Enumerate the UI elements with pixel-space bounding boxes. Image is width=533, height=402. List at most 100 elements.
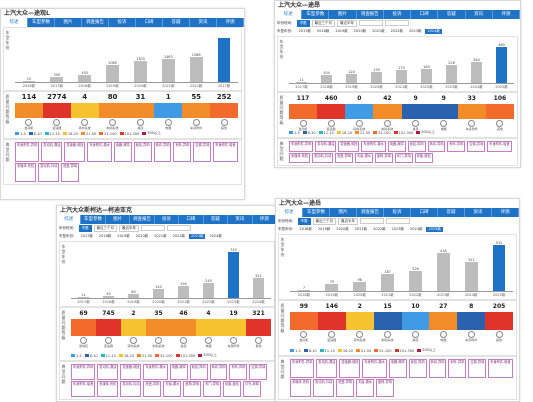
problem-tag[interactable]: 空调-异味 bbox=[468, 359, 487, 378]
problem-tag[interactable]: 车门-异响 bbox=[203, 381, 222, 397]
bar[interactable] bbox=[345, 74, 358, 83]
tab-5[interactable]: 口碑 bbox=[411, 10, 439, 19]
problem-tag[interactable]: 座椅-异响 bbox=[183, 381, 202, 397]
system-icon-item[interactable]: 制动系统 bbox=[99, 119, 127, 130]
problem-tag[interactable]: 天窗-漏水 bbox=[355, 152, 373, 163]
problem-count[interactable]: 460 bbox=[324, 95, 338, 102]
problem-tag[interactable]: 转向-异响 bbox=[209, 364, 228, 380]
system-icon-item[interactable]: 车身附件 bbox=[221, 337, 246, 348]
bar[interactable] bbox=[202, 283, 215, 298]
bar[interactable] bbox=[436, 253, 450, 291]
year-filter-option[interactable]: 2020款 bbox=[135, 233, 149, 238]
system-icon-item[interactable]: 变速器 bbox=[43, 119, 71, 130]
problem-tag[interactable]: 底盘-异响 bbox=[336, 378, 355, 397]
system-icon-item[interactable]: 车身附件 bbox=[182, 119, 210, 130]
problem-count[interactable]: 2774 bbox=[47, 93, 67, 101]
tab-6[interactable]: 答疑 bbox=[438, 208, 465, 217]
tab-7[interactable]: 资讯 bbox=[190, 18, 217, 27]
system-icon-item[interactable]: 转向系统 bbox=[121, 337, 146, 348]
tab-3[interactable]: 调查报告 bbox=[357, 208, 384, 217]
problem-tag[interactable]: 变速器-顿挫 bbox=[120, 364, 142, 380]
problem-count[interactable]: 46 bbox=[179, 310, 188, 317]
problem-tag[interactable]: 车身附件-噪音 bbox=[487, 141, 512, 152]
problem-count[interactable]: 99 bbox=[299, 303, 309, 310]
problem-tag[interactable]: 转向-异响 bbox=[153, 142, 172, 162]
year-filter-option[interactable]: 2023款 bbox=[189, 233, 206, 239]
time-filter-button[interactable]: 最近三个月 bbox=[312, 217, 336, 225]
problem-tag[interactable]: 发动机-抖动 bbox=[120, 381, 142, 397]
tab-5[interactable]: 口碑 bbox=[136, 18, 163, 27]
system-icon-item[interactable]: 发动机 bbox=[289, 120, 317, 131]
problem-count[interactable]: 55 bbox=[191, 93, 202, 101]
year-filter-option[interactable]: 2024款 bbox=[425, 28, 442, 34]
bar[interactable] bbox=[134, 61, 147, 82]
tab-2[interactable]: 图片 bbox=[329, 10, 357, 19]
problem-count[interactable]: 35 bbox=[154, 310, 163, 317]
problem-count[interactable]: 0 bbox=[357, 95, 362, 102]
problem-tag[interactable]: 发动机-抖动 bbox=[312, 152, 334, 163]
problem-count[interactable]: 69 bbox=[79, 310, 88, 317]
problem-count[interactable]: 4 bbox=[82, 93, 88, 101]
problem-tag[interactable]: 车身附件-漏水 bbox=[361, 141, 386, 152]
problem-tag[interactable]: 发动机-漏油 bbox=[97, 364, 119, 380]
problem-tag[interactable]: 天窗-漏水 bbox=[163, 381, 182, 397]
year-filter-option[interactable]: 2024款 bbox=[209, 233, 222, 238]
tab-0[interactable]: 综述 bbox=[276, 208, 303, 217]
year-filter-option[interactable]: 2022款 bbox=[172, 233, 186, 238]
problem-tag[interactable]: 轮胎-鼓包 bbox=[414, 152, 433, 163]
date-start-field[interactable] bbox=[359, 20, 383, 26]
bar[interactable] bbox=[217, 38, 231, 82]
problem-tag[interactable]: 车门-异响 bbox=[394, 152, 413, 163]
year-filter-option[interactable]: 2021款 bbox=[354, 226, 368, 231]
year-filter-option[interactable]: 2023款 bbox=[391, 226, 405, 231]
system-icon-item[interactable]: 发动机 bbox=[290, 331, 318, 342]
bar[interactable] bbox=[227, 252, 240, 298]
system-icon-item[interactable]: 制动系统 bbox=[374, 331, 402, 342]
problem-tag[interactable]: 电器-故障 bbox=[113, 142, 132, 162]
problem-tag[interactable]: 底盘-异响 bbox=[143, 381, 162, 397]
bar[interactable] bbox=[102, 296, 115, 298]
problem-count[interactable]: 10 bbox=[411, 303, 420, 310]
tab-6[interactable]: 答疑 bbox=[204, 215, 229, 224]
system-icon-item[interactable]: 车身附件 bbox=[458, 120, 486, 131]
problem-count[interactable]: 117 bbox=[296, 95, 310, 102]
problem-tag[interactable]: 车身附件-漏水 bbox=[362, 359, 387, 378]
problem-tag[interactable]: 车身附件-噪音 bbox=[71, 381, 96, 397]
tab-7[interactable]: 资讯 bbox=[465, 208, 492, 217]
bar[interactable] bbox=[370, 72, 383, 83]
problem-tag[interactable]: 车身附件-异响 bbox=[15, 142, 40, 162]
time-filter-button[interactable]: 最近半年 bbox=[337, 19, 357, 27]
bar[interactable] bbox=[297, 290, 311, 291]
tab-0[interactable]: 综述 bbox=[275, 10, 303, 19]
bar[interactable] bbox=[470, 62, 483, 83]
problem-tag[interactable]: 底盘-异响 bbox=[61, 162, 80, 182]
tab-8[interactable]: 评测 bbox=[217, 18, 244, 27]
problem-count[interactable]: 1 bbox=[165, 93, 171, 101]
tab-5[interactable]: 口碑 bbox=[411, 208, 438, 217]
tab-6[interactable]: 答疑 bbox=[163, 18, 190, 27]
problem-count[interactable]: 31 bbox=[135, 93, 146, 101]
problem-count[interactable]: 114 bbox=[21, 93, 37, 101]
bar[interactable] bbox=[464, 262, 478, 291]
tab-8[interactable]: 评测 bbox=[492, 208, 519, 217]
problem-count[interactable]: 252 bbox=[216, 93, 232, 101]
problem-tag[interactable]: 座椅-异响 bbox=[376, 378, 394, 397]
year-filter-option[interactable]: 2022款 bbox=[373, 226, 386, 231]
time-filter-button[interactable]: 最近三个月 bbox=[311, 19, 335, 27]
tab-4[interactable]: 投诉 bbox=[109, 18, 136, 27]
problem-count[interactable]: 321 bbox=[252, 310, 265, 317]
problem-tag[interactable]: 电器-故障 bbox=[387, 141, 406, 152]
problem-tag[interactable]: 刹车-异响 bbox=[447, 141, 466, 152]
bar[interactable] bbox=[445, 65, 458, 83]
tab-1[interactable]: 车型参数 bbox=[303, 208, 330, 217]
bar[interactable] bbox=[22, 81, 36, 82]
problem-tag[interactable]: 多媒体-死机 bbox=[15, 162, 37, 182]
problem-tag[interactable]: 座椅-异响 bbox=[375, 152, 393, 163]
tab-3[interactable]: 调查报告 bbox=[82, 18, 109, 27]
problem-tag[interactable]: 悬挂-异响 bbox=[407, 141, 426, 152]
system-icon-item[interactable]: 其他 bbox=[485, 331, 513, 342]
problem-tag[interactable]: 多媒体-死机 bbox=[290, 378, 312, 397]
system-icon-item[interactable]: 悬挂 bbox=[127, 119, 155, 130]
time-filter-button[interactable]: 不限 bbox=[297, 217, 311, 225]
problem-tag[interactable]: 空调-异味 bbox=[467, 141, 486, 152]
